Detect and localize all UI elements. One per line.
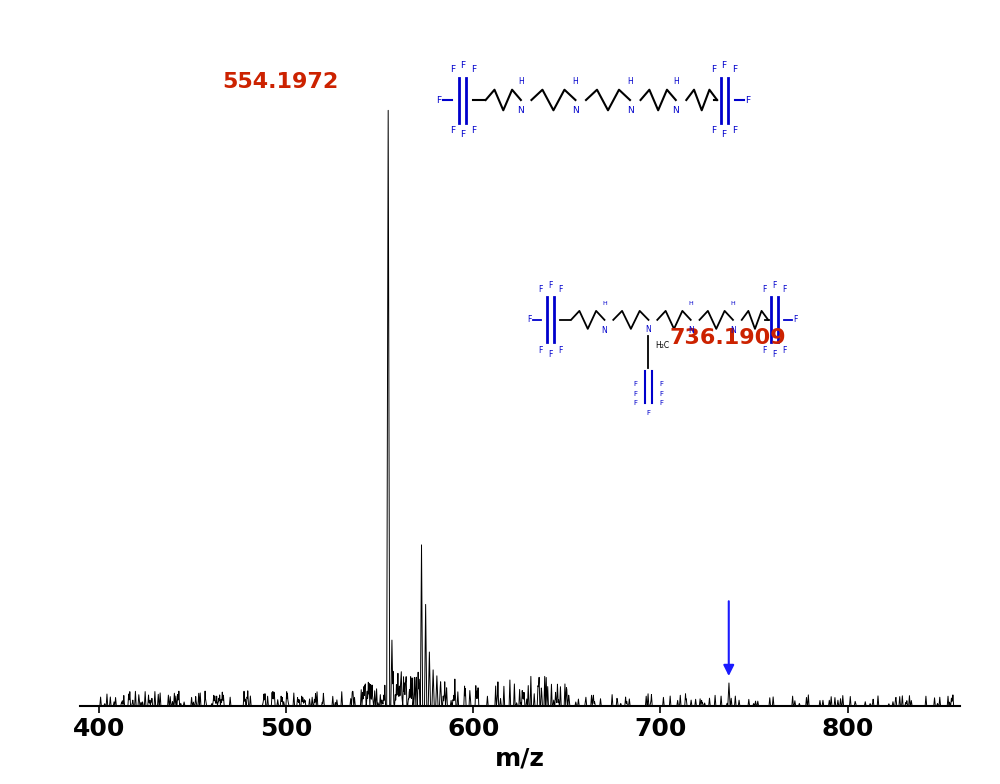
Text: F: F [782, 285, 787, 294]
Text: 554.1972: 554.1972 [222, 72, 338, 93]
Text: F: F [450, 65, 455, 74]
Text: F: F [633, 381, 637, 387]
Text: F: F [460, 61, 465, 70]
Text: H: H [627, 77, 633, 86]
Text: F: F [711, 125, 716, 135]
Text: F: F [539, 346, 543, 354]
Text: F: F [633, 401, 637, 406]
Text: F: F [711, 65, 716, 74]
Text: F: F [762, 285, 766, 294]
Text: F: F [772, 350, 777, 359]
Text: 736.1909: 736.1909 [670, 328, 786, 348]
Text: N: N [688, 326, 694, 336]
Text: F: F [437, 96, 442, 104]
Text: H: H [602, 301, 607, 306]
Text: N: N [602, 326, 607, 336]
Text: F: F [762, 346, 766, 354]
Text: H: H [573, 77, 578, 86]
Text: N: N [672, 107, 679, 115]
Text: F: F [794, 315, 798, 325]
Text: F: F [660, 390, 664, 397]
Text: H₂C: H₂C [656, 341, 670, 350]
Text: N: N [646, 325, 651, 334]
Text: F: F [660, 381, 664, 387]
Text: F: F [559, 285, 563, 294]
Text: H: H [673, 77, 679, 86]
Text: F: F [732, 65, 737, 74]
Text: H: H [688, 301, 693, 306]
Text: F: F [471, 65, 476, 74]
Text: N: N [572, 107, 579, 115]
Text: N: N [518, 107, 524, 115]
Text: F: F [450, 125, 455, 135]
Text: F: F [549, 281, 553, 289]
Text: F: F [559, 346, 563, 354]
Text: F: F [549, 350, 553, 359]
Text: F: F [646, 410, 650, 416]
Text: F: F [722, 61, 727, 70]
Text: H: H [731, 301, 735, 306]
Text: F: F [633, 390, 637, 397]
Text: F: F [722, 130, 727, 140]
Text: F: F [732, 125, 737, 135]
X-axis label: m/z: m/z [495, 747, 545, 771]
Text: F: F [527, 315, 531, 325]
Text: F: F [539, 285, 543, 294]
Text: H: H [518, 77, 524, 86]
Text: F: F [745, 96, 750, 104]
Text: F: F [660, 401, 664, 406]
Text: N: N [627, 107, 633, 115]
Text: F: F [471, 125, 476, 135]
Text: F: F [772, 281, 777, 289]
Text: F: F [460, 130, 465, 140]
Text: N: N [730, 326, 736, 336]
Text: F: F [782, 346, 787, 354]
